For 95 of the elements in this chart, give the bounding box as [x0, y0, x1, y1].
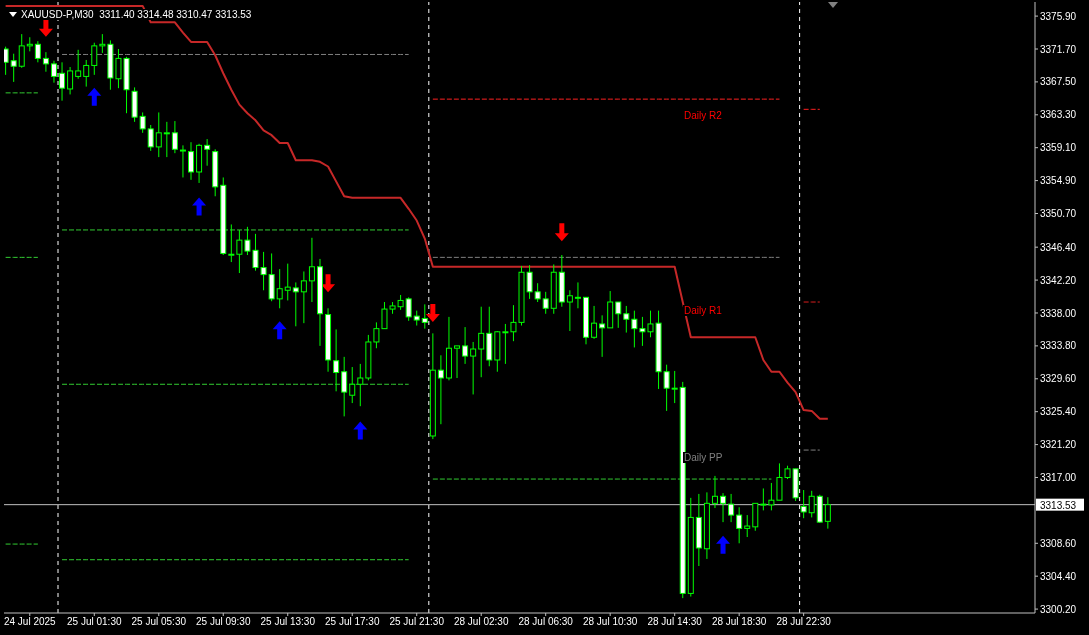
- candlestick: [341, 356, 348, 417]
- point: [87, 87, 102, 106]
- x-tick-label: 28 Jul 18:30: [711, 616, 767, 628]
- candlestick: [454, 345, 461, 379]
- point: [321, 274, 336, 293]
- candlestick: [163, 121, 170, 158]
- x-tick-label: 24 Jul 2025: [3, 616, 57, 628]
- y-tick-label: 3308.60: [1040, 537, 1077, 549]
- candlestick: [357, 363, 364, 407]
- candlestick: [462, 326, 469, 365]
- candlestick: [284, 263, 291, 301]
- candlestick: [91, 42, 98, 76]
- candlestick: [599, 314, 606, 358]
- y-tick-label: 3375.90: [1040, 10, 1077, 22]
- point: [716, 535, 731, 554]
- annotation: Daily R1: [683, 305, 723, 316]
- candlestick: [808, 490, 815, 518]
- candlestick: [10, 53, 17, 83]
- candlestick: [720, 492, 727, 523]
- x-tick-label: 28 Jul 06:30: [518, 616, 574, 628]
- y-tick-label: 3354.90: [1040, 175, 1077, 187]
- point: [425, 303, 440, 322]
- candlestick: [4, 46, 9, 76]
- candlestick: [671, 370, 678, 404]
- candlestick: [308, 237, 315, 303]
- ref-line-label: 3313.53: [1040, 499, 1077, 511]
- text: XAUUSD-P,M30 3311.40 3314.48 3310.47 3313.53: [21, 9, 252, 20]
- annotation: Daily R2: [683, 110, 723, 121]
- x-tick-label: 25 Jul 21:30: [389, 616, 445, 628]
- candlestick: [67, 66, 74, 95]
- y-tick-label: 3346.40: [1040, 241, 1077, 253]
- candlestick: [333, 328, 340, 392]
- y-tick-label: 3321.20: [1040, 439, 1077, 451]
- y-tick-label: 3359.10: [1040, 142, 1077, 154]
- candlestick: [147, 124, 154, 152]
- candlestick: [615, 301, 622, 329]
- y-tick-label: 3329.60: [1040, 373, 1077, 385]
- candlestick: [75, 49, 82, 80]
- y-tick-label: 3342.20: [1040, 274, 1077, 286]
- x-tick-label: 25 Jul 01:30: [67, 616, 122, 628]
- x-tick-label: 25 Jul 09:30: [196, 616, 251, 628]
- candlestick: [99, 33, 106, 54]
- candlestick: [711, 475, 718, 509]
- candlestick: [276, 268, 283, 309]
- line-series: [4, 4, 829, 420]
- y-tick-label: 3371.70: [1040, 43, 1077, 55]
- candlestick: [292, 281, 299, 327]
- point: [554, 223, 569, 242]
- candlestick: [542, 291, 549, 315]
- y-tick-label: 3367.50: [1040, 76, 1077, 88]
- x-tick-label: 28 Jul 10:30: [582, 616, 638, 628]
- y-tick-label: 3317.00: [1040, 472, 1077, 484]
- x-tick-label: 25 Jul 17:30: [324, 616, 380, 628]
- candlestick: [591, 305, 598, 340]
- candlestick: [83, 59, 90, 88]
- candlestick: [744, 514, 751, 538]
- candlestick: [155, 111, 162, 158]
- y-tick-label: 3338.00: [1040, 307, 1077, 319]
- candlestick: [736, 506, 743, 544]
- candlestick: [728, 493, 735, 523]
- candlestick: [623, 305, 630, 334]
- y-tick-label: 3325.40: [1040, 406, 1077, 418]
- candlestick: [300, 270, 307, 324]
- candlestick: [188, 141, 195, 181]
- y-tick-label: 3300.20: [1040, 603, 1077, 615]
- point: [272, 321, 287, 340]
- x-tick-label: 25 Jul 13:30: [260, 616, 316, 628]
- candlestick: [179, 144, 186, 178]
- annotation: Daily PP: [683, 452, 724, 463]
- x-tick-label: 28 Jul 14:30: [647, 616, 703, 628]
- candlestick: [349, 366, 356, 404]
- candlestick: [478, 306, 485, 378]
- candlestick: [405, 296, 412, 322]
- candlestick: [824, 496, 831, 530]
- candlestick: [204, 138, 211, 167]
- candlestick: [34, 40, 41, 63]
- candlestick: [437, 354, 444, 425]
- candlestick: [42, 51, 49, 73]
- x-tick-label: 25 Jul 05:30: [131, 616, 187, 628]
- candlestick: [228, 223, 235, 263]
- x-tick-label: 28 Jul 02:30: [453, 616, 509, 628]
- candlestick: [760, 487, 767, 511]
- x-tick-label: 28 Jul 22:30: [776, 616, 832, 628]
- candlestick: [574, 281, 581, 309]
- candlestick: [752, 502, 759, 532]
- candlestick: [470, 341, 477, 395]
- y-tick-label: 3333.80: [1040, 340, 1077, 352]
- y-tick-label: 3363.30: [1040, 109, 1077, 121]
- y-tick-label: 3304.40: [1040, 570, 1077, 582]
- y-tick-label: 3350.70: [1040, 208, 1077, 220]
- candlestick: [18, 33, 25, 69]
- point: [353, 421, 368, 440]
- candlestick: [566, 289, 573, 332]
- candlestick: [171, 120, 178, 154]
- point: [192, 197, 207, 216]
